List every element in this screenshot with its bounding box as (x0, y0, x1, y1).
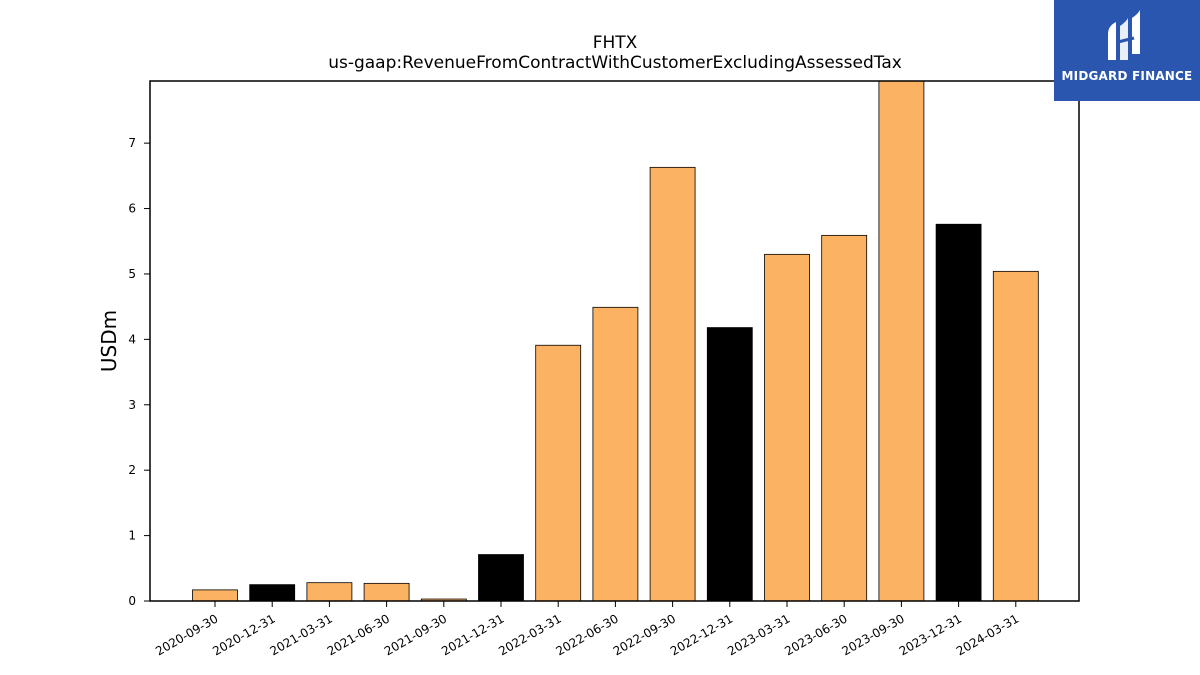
x-tick-label: 2023-09-30 (839, 611, 906, 658)
bar-2024-03-31 (992, 270, 1039, 602)
bar-2020-12-31 (249, 584, 296, 602)
x-tick-label: 2020-09-30 (153, 611, 220, 658)
x-tick-label: 2023-06-30 (782, 611, 849, 658)
x-tick-label: 2021-12-31 (439, 611, 506, 658)
y-ticks-group: 0 1 2 3 4 5 6 7 (128, 136, 150, 608)
bar-2023-09-30 (878, 80, 925, 602)
x-tick-label: 2022-03-31 (496, 611, 563, 658)
y-tick-label: 1 (128, 529, 136, 543)
bar-2022-12-31 (706, 327, 753, 602)
bar-2021-06-30 (363, 582, 410, 602)
x-tick-label: 2021-06-30 (325, 611, 392, 658)
chart-title: FHTX (593, 33, 638, 53)
x-tick-label: 2022-09-30 (611, 611, 678, 658)
x-tick-label: 2023-12-31 (897, 611, 964, 658)
bar-2022-06-30 (592, 306, 639, 602)
x-tick-label: 2023-03-31 (725, 611, 792, 658)
bar-2020-09-30 (192, 589, 238, 602)
midgard-finance-logo: MIDGARD FINANCE (1054, 0, 1200, 101)
plot-frame (149, 80, 1080, 602)
bar-2023-12-31 (935, 223, 982, 602)
y-tick-label: 5 (128, 267, 136, 281)
chart-subtitle: us-gaap:RevenueFromContractWithCustomerE… (328, 53, 902, 73)
y-tick-label: 7 (128, 136, 136, 150)
x-ticks-group: 2020-09-302020-12-312021-03-312021-06-30… (153, 601, 1021, 658)
bar-2023-03-31 (764, 253, 810, 602)
bar-2021-03-31 (306, 582, 353, 602)
bar-2023-06-30 (821, 234, 868, 602)
x-tick-label: 2024-03-31 (954, 611, 1021, 658)
x-tick-label: 2020-12-31 (210, 611, 277, 658)
y-axis-label: USDm (97, 310, 121, 372)
bars-group (192, 80, 1039, 602)
y-tick-label: 2 (128, 463, 136, 477)
y-tick-label: 4 (128, 332, 136, 346)
bar-2022-03-31 (535, 344, 582, 602)
logo-text: MIDGARD FINANCE (1061, 69, 1193, 83)
y-tick-label: 6 (128, 202, 136, 216)
y-tick-label: 3 (128, 398, 136, 412)
y-tick-label: 0 (128, 594, 136, 608)
logo-mark-icon (1108, 10, 1140, 60)
x-tick-label: 2022-12-31 (668, 611, 735, 658)
bar-2021-12-31 (478, 554, 524, 602)
bar-2022-09-30 (649, 166, 696, 602)
x-tick-label: 2021-09-30 (382, 611, 449, 658)
x-tick-label: 2021-03-31 (267, 611, 334, 658)
x-tick-label: 2022-06-30 (553, 611, 620, 658)
